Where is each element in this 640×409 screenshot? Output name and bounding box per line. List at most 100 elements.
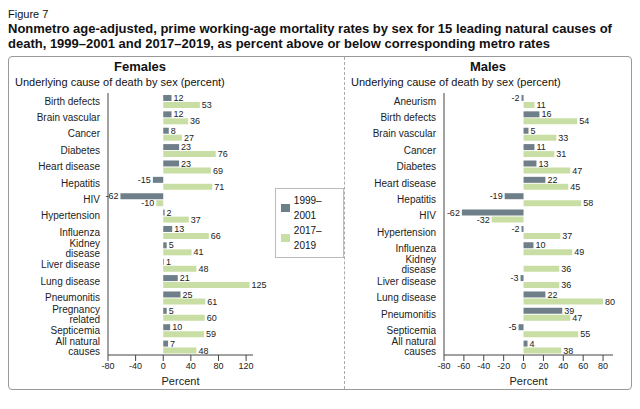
- svg-text:11: 11: [536, 142, 545, 152]
- svg-text:40: 40: [558, 361, 568, 371]
- svg-text:Lung disease: Lung disease: [377, 292, 437, 303]
- svg-text:41: 41: [194, 247, 204, 257]
- svg-text:Hypertension: Hypertension: [41, 210, 100, 221]
- svg-text:Birth defects: Birth defects: [44, 96, 100, 107]
- svg-text:47: 47: [572, 166, 582, 176]
- svg-text:60: 60: [578, 361, 588, 371]
- svg-text:Pregnancyrelated: Pregnancyrelated: [52, 304, 100, 325]
- svg-text:-3: -3: [511, 273, 519, 283]
- svg-text:-5: -5: [509, 322, 517, 332]
- svg-text:48: 48: [198, 264, 208, 274]
- svg-text:25: 25: [183, 290, 193, 300]
- svg-text:40: 40: [186, 361, 196, 371]
- svg-text:Percent: Percent: [510, 375, 548, 387]
- svg-text:49: 49: [574, 247, 584, 257]
- svg-text:38: 38: [563, 346, 573, 356]
- svg-text:60: 60: [207, 313, 217, 323]
- svg-text:8: 8: [171, 126, 176, 136]
- svg-text:59: 59: [206, 329, 216, 339]
- svg-text:76: 76: [218, 149, 228, 159]
- svg-text:13: 13: [174, 224, 184, 234]
- svg-text:58: 58: [583, 198, 593, 208]
- svg-text:7: 7: [170, 339, 175, 349]
- svg-text:54: 54: [579, 116, 589, 126]
- svg-text:0: 0: [521, 361, 526, 371]
- svg-text:Pneumonitis: Pneumonitis: [45, 292, 100, 303]
- svg-text:11: 11: [536, 100, 545, 110]
- svg-text:Diabetes: Diabetes: [61, 145, 100, 156]
- svg-text:Liver disease: Liver disease: [41, 259, 100, 270]
- svg-text:55: 55: [580, 329, 590, 339]
- svg-text:-40: -40: [129, 361, 142, 371]
- svg-text:48: 48: [198, 346, 208, 356]
- svg-text:23: 23: [181, 159, 191, 169]
- svg-text:53: 53: [202, 100, 212, 110]
- svg-text:1: 1: [166, 257, 171, 267]
- svg-text:Lung disease: Lung disease: [41, 276, 101, 287]
- svg-text:10: 10: [172, 322, 182, 332]
- svg-text:71: 71: [214, 182, 224, 192]
- svg-text:16: 16: [541, 109, 551, 119]
- svg-text:80: 80: [213, 361, 223, 371]
- svg-text:Pneumonitis: Pneumonitis: [381, 309, 436, 320]
- svg-text:Cancer: Cancer: [404, 145, 437, 156]
- svg-text:5: 5: [169, 240, 174, 250]
- svg-text:Birth defects: Birth defects: [380, 112, 436, 123]
- svg-text:36: 36: [561, 264, 571, 274]
- svg-text:61: 61: [207, 297, 217, 307]
- svg-text:HIV: HIV: [83, 194, 100, 205]
- svg-text:All naturalcauses: All naturalcauses: [392, 336, 436, 357]
- svg-text:Kidneydisease: Kidneydisease: [66, 238, 101, 259]
- svg-text:36: 36: [190, 116, 200, 126]
- svg-text:Diabetes: Diabetes: [397, 161, 436, 172]
- svg-text:Septicemia: Septicemia: [51, 325, 101, 336]
- svg-text:47: 47: [572, 313, 582, 323]
- svg-text:Heart disease: Heart disease: [374, 178, 436, 189]
- svg-text:-60: -60: [457, 361, 470, 371]
- svg-text:80: 80: [598, 361, 608, 371]
- svg-text:-2: -2: [512, 93, 520, 103]
- svg-text:-62: -62: [105, 191, 118, 201]
- svg-text:2: 2: [167, 208, 172, 218]
- svg-text:Liver disease: Liver disease: [377, 276, 436, 287]
- svg-text:120: 120: [239, 361, 254, 371]
- svg-text:5: 5: [531, 126, 536, 136]
- svg-text:Hepatitis: Hepatitis: [61, 178, 100, 189]
- svg-text:Influenza: Influenza: [395, 243, 436, 254]
- svg-text:Hypertension: Hypertension: [377, 227, 436, 238]
- svg-text:Brain vascular: Brain vascular: [37, 112, 101, 123]
- svg-text:Hepatitis: Hepatitis: [397, 194, 436, 205]
- svg-text:Kidneydisease: Kidneydisease: [402, 254, 437, 275]
- svg-text:-62: -62: [447, 208, 460, 218]
- svg-text:23: 23: [181, 142, 191, 152]
- svg-text:45: 45: [570, 182, 580, 192]
- svg-text:33: 33: [558, 133, 568, 143]
- svg-text:Heart disease: Heart disease: [38, 161, 100, 172]
- svg-text:22: 22: [547, 175, 557, 185]
- svg-text:All naturalcauses: All naturalcauses: [56, 336, 100, 357]
- svg-text:5: 5: [169, 306, 174, 316]
- svg-text:-80: -80: [437, 361, 450, 371]
- svg-text:69: 69: [213, 166, 223, 176]
- svg-text:31: 31: [556, 149, 566, 159]
- svg-text:Aneurism: Aneurism: [394, 96, 436, 107]
- svg-text:20: 20: [538, 361, 548, 371]
- svg-text:12: 12: [174, 109, 184, 119]
- svg-text:-2: -2: [512, 224, 520, 234]
- svg-text:-20: -20: [497, 361, 510, 371]
- svg-text:22: 22: [547, 290, 557, 300]
- svg-text:10: 10: [535, 240, 545, 250]
- svg-text:-15: -15: [138, 175, 151, 185]
- svg-text:4: 4: [530, 339, 535, 349]
- svg-text:37: 37: [191, 215, 201, 225]
- svg-text:-19: -19: [490, 191, 503, 201]
- svg-text:36: 36: [561, 280, 571, 290]
- svg-text:37: 37: [562, 231, 572, 241]
- svg-text:-40: -40: [477, 361, 490, 371]
- svg-text:-10: -10: [141, 198, 154, 208]
- svg-text:125: 125: [252, 280, 267, 290]
- svg-text:12: 12: [174, 93, 184, 103]
- svg-text:Brain vascular: Brain vascular: [373, 128, 437, 139]
- svg-text:Influenza: Influenza: [59, 227, 100, 238]
- svg-text:80: 80: [605, 297, 615, 307]
